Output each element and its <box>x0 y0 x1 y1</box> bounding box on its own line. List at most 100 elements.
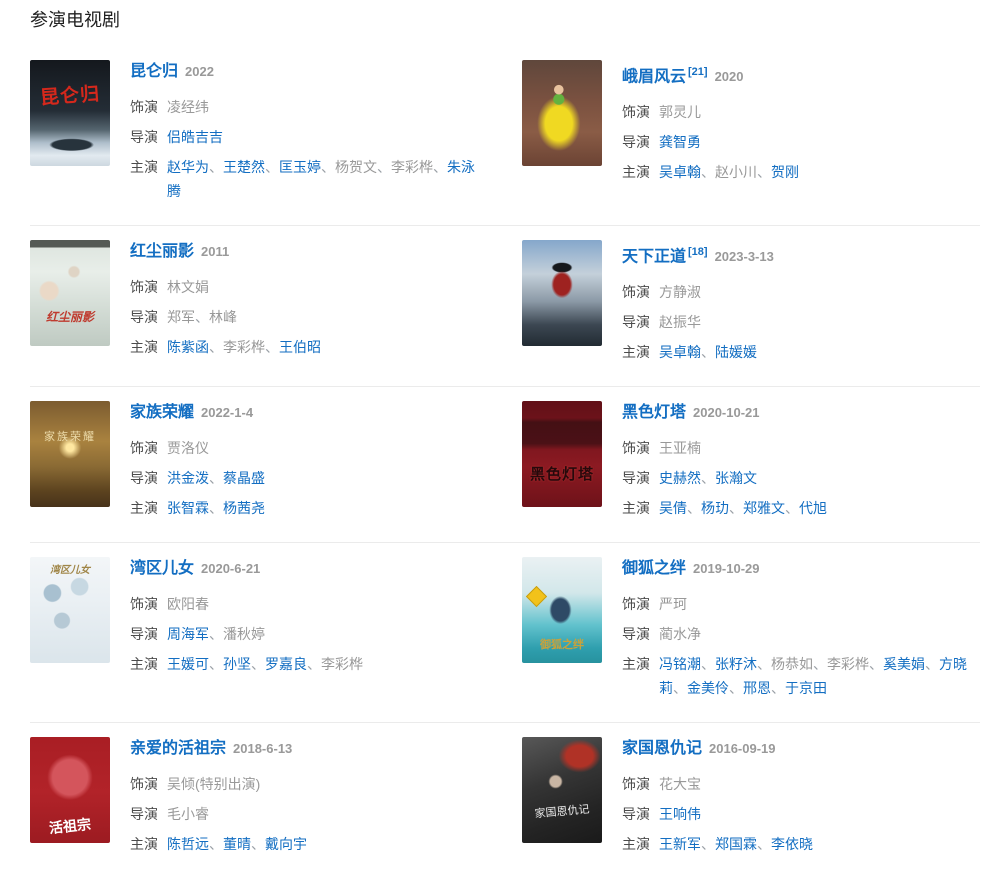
show-poster[interactable]: 红尘丽影 <box>30 240 110 346</box>
name-separator: 、 <box>757 164 771 181</box>
release-date: 2019-10-29 <box>693 561 760 577</box>
show-entry: 御狐之绊 御狐之绊 2019-10-29 饰演 严珂 导演 蔺水净 主演 冯铭潮、… <box>522 557 980 700</box>
person-link[interactable]: 冯铭潮 <box>659 656 701 673</box>
show-poster[interactable]: 家国恩仇记 <box>522 737 602 844</box>
director-line: 导演 王响伟 <box>622 802 980 826</box>
reference-link[interactable]: [18] <box>688 246 708 258</box>
person-link[interactable]: 杨茜尧 <box>223 500 265 517</box>
person-link[interactable]: 于京田 <box>785 680 827 697</box>
person-link[interactable]: 匡玉婷 <box>279 159 321 175</box>
person-link[interactable]: 郑雅文 <box>743 500 785 517</box>
director-line: 导演 蔺水净 <box>622 622 980 646</box>
director-label: 导演 <box>622 470 650 487</box>
title-line: 湾区儿女 2020-6-21 <box>130 559 488 579</box>
person-link[interactable]: 吴倩 <box>659 500 687 517</box>
person-link[interactable]: 陆媛媛 <box>715 344 757 361</box>
person-link[interactable]: 周海军 <box>167 626 209 643</box>
person-link[interactable]: 郑国霖 <box>715 836 757 853</box>
name-separator: 、 <box>785 500 799 517</box>
show-poster[interactable]: 活祖宗 <box>30 737 110 844</box>
person-link[interactable]: 王新军 <box>659 836 701 853</box>
show-poster[interactable]: 黑色灯塔 <box>522 401 602 508</box>
show-title-link[interactable]: 御狐之绊 <box>622 560 687 578</box>
person-link[interactable]: 史赫然 <box>659 470 701 487</box>
cast-list: 吴倩、杨玏、郑雅文、代旭 <box>659 496 827 520</box>
section-title: 参演电视剧 <box>30 10 120 30</box>
name-separator: 、 <box>701 836 715 853</box>
person-text: 赵振华 <box>659 314 701 331</box>
show-poster[interactable]: 御狐之绊 <box>522 557 602 664</box>
person-link[interactable]: 王响伟 <box>659 806 701 823</box>
show-poster[interactable]: 昆仑归 <box>30 60 110 166</box>
show-info: 黑色灯塔 2020-10-21 饰演 王亚楠 导演 史赫然、张瀚文 主演 吴倩、杨… <box>622 401 980 520</box>
person-link[interactable]: 吴卓翰 <box>659 164 701 181</box>
person-link[interactable]: 张籽沐 <box>715 656 757 673</box>
director-list: 史赫然、张瀚文 <box>659 466 757 490</box>
person-link[interactable]: 洪金泼 <box>167 470 209 487</box>
person-link[interactable]: 方晓莉 <box>659 656 967 697</box>
role-name: 贾洛仪 <box>167 440 209 457</box>
cast-label: 主演 <box>622 344 650 361</box>
person-link[interactable]: 奚美娟 <box>883 656 925 673</box>
person-link[interactable]: 杨玏 <box>701 500 729 517</box>
show-title-link[interactable]: 黑色灯塔 <box>622 404 687 422</box>
role-name: 吴倾(特别出演) <box>167 776 261 793</box>
person-link[interactable]: 张智霖 <box>167 500 209 517</box>
poster-title-text: 红尘丽影 <box>45 309 94 324</box>
person-link[interactable]: 王楚然 <box>223 159 265 175</box>
name-separator: 、 <box>701 164 715 181</box>
person-link[interactable]: 戴向宇 <box>265 836 307 853</box>
person-link[interactable]: 王伯昭 <box>279 339 321 355</box>
release-date: 2016-09-19 <box>709 741 776 757</box>
person-link[interactable]: 董晴 <box>223 836 251 853</box>
show-title-link[interactable]: 昆仑归 <box>130 63 179 80</box>
person-link[interactable]: 王媛可 <box>167 656 209 673</box>
person-link[interactable]: 赵华为 <box>167 159 209 175</box>
show-poster[interactable]: 湾区儿女 <box>30 557 110 664</box>
person-link[interactable]: 蔡晶盛 <box>223 470 265 487</box>
person-link[interactable]: 龚智勇 <box>659 134 701 151</box>
director-list: 洪金泼、蔡晶盛 <box>167 466 265 490</box>
cast-line: 主演 陈紫函、李彩桦、王伯昭 <box>130 335 488 359</box>
show-title-link[interactable]: 峨眉风云 <box>622 68 687 86</box>
cast-line: 主演 王新军、郑国霖、李依晓 <box>622 832 980 856</box>
person-link[interactable]: 代旭 <box>799 500 827 517</box>
show-poster[interactable] <box>522 240 602 346</box>
cast-line: 主演 吴卓翰、陆媛媛 <box>622 340 980 364</box>
person-link[interactable]: 陈哲远 <box>167 836 209 853</box>
show-title-link[interactable]: 家国恩仇记 <box>622 740 703 758</box>
person-link[interactable]: 金美伶 <box>687 680 729 697</box>
person-link[interactable]: 朱泳腾 <box>167 159 475 199</box>
show-title-link[interactable]: 湾区儿女 <box>130 560 195 578</box>
person-link[interactable]: 侣皓吉吉 <box>167 129 223 145</box>
show-title-link[interactable]: 家族荣耀 <box>130 404 195 422</box>
person-link[interactable]: 贺刚 <box>771 164 799 181</box>
name-separator: 、 <box>265 159 279 175</box>
person-text: 林峰 <box>209 309 237 325</box>
show-poster[interactable] <box>522 60 602 166</box>
reference-link[interactable]: [21] <box>688 66 708 78</box>
role-line: 饰演 严珂 <box>622 592 980 616</box>
cast-label: 主演 <box>622 836 650 853</box>
shows-row: 红尘丽影 红尘丽影 2011 饰演 林文娟 导演 郑军、林峰 主演 陈紫函、李彩桦… <box>30 225 980 386</box>
role-line: 饰演 花大宝 <box>622 772 980 796</box>
show-title-link[interactable]: 红尘丽影 <box>130 243 195 260</box>
person-link[interactable]: 吴卓翰 <box>659 344 701 361</box>
person-text: 李彩桦 <box>223 339 265 355</box>
show-entry: 天下正道 [18] 2023-3-13 饰演 方静淑 导演 赵振华 主演 吴卓翰、陆… <box>522 240 980 364</box>
cast-line: 主演 吴倩、杨玏、郑雅文、代旭 <box>622 496 980 520</box>
person-link[interactable]: 陈紫函 <box>167 339 209 355</box>
cast-line: 主演 冯铭潮、张籽沐、杨恭如、李彩桦、奚美娟、方晓莉、金美伶、邢恩、于京田 <box>622 652 980 700</box>
name-separator: 、 <box>251 836 265 853</box>
person-link[interactable]: 孙坚 <box>223 656 251 673</box>
director-list: 蔺水净 <box>659 622 701 646</box>
person-link[interactable]: 李依晓 <box>771 836 813 853</box>
show-title-link[interactable]: 亲爱的活祖宗 <box>130 740 227 758</box>
cast-label: 主演 <box>130 656 158 673</box>
person-link[interactable]: 邢恩 <box>743 680 771 697</box>
name-separator: 、 <box>757 836 771 853</box>
person-link[interactable]: 罗嘉良 <box>265 656 307 673</box>
show-poster[interactable]: 家族荣耀 <box>30 401 110 508</box>
person-link[interactable]: 张瀚文 <box>715 470 757 487</box>
show-title-link[interactable]: 天下正道 <box>622 248 687 266</box>
